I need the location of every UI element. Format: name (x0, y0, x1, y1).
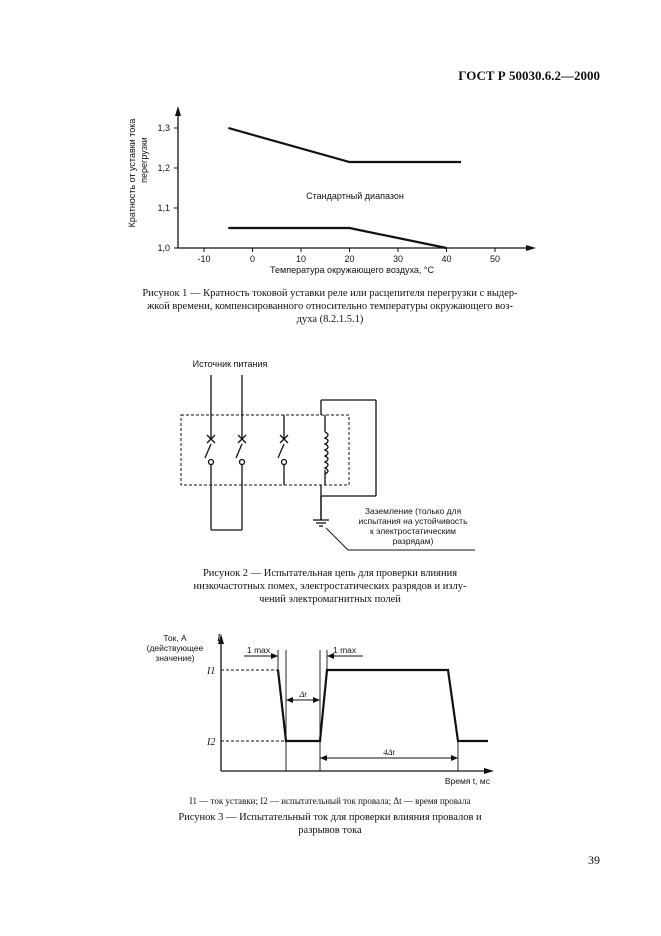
x-tick-label: 0 (250, 254, 255, 264)
x-tick-label: 50 (490, 254, 500, 264)
page-number: 39 (588, 853, 600, 867)
y-tick-label: 1,0 (157, 243, 170, 253)
x-tick-label: 40 (441, 254, 451, 264)
caption-line: жкой времени, компенсированного относите… (147, 301, 513, 312)
figure-2-caption: Рисунок 2 — Испытательная цепь для прове… (150, 567, 510, 606)
x-tick-label: 20 (344, 254, 354, 264)
figure-1-band-label: Стандартный диапазон (306, 191, 404, 201)
caption-line: низкочастотных помех, электростатических… (193, 581, 467, 592)
figure-1-y-axis-arrow (175, 106, 181, 116)
caption-line: Рисунок 1 — Кратность токовой уставки ре… (142, 288, 518, 299)
caption-line: чений электромагнитных полей (259, 594, 401, 605)
figure-1-caption: Рисунок 1 — Кратность токовой уставки ре… (110, 287, 550, 326)
x-tick-label: 30 (393, 254, 403, 264)
figure-1-x-axis-arrow (526, 245, 536, 251)
upper-limit-line (228, 126, 461, 164)
y-tick-label: 1,1 (157, 203, 170, 213)
caption-line: разрывов тока (298, 825, 362, 836)
figure-3-legend: I1 — ток уставки; I2 — испытательный ток… (189, 796, 471, 806)
x-tick-label: 10 (296, 254, 306, 264)
figure-1-xlabel: Температура окружающего воздуха, °С (270, 265, 434, 275)
caption-line: Рисунок 2 — Испытательная цепь для прове… (202, 568, 458, 579)
figure-1-ylabel: Кратность от уставки тока (127, 119, 137, 228)
document-code: ГОСТ Р 50030.6.2—2000 (458, 68, 600, 83)
caption-line: Рисунок 3 — Испытательный ток для провер… (178, 812, 482, 823)
x-tick-label: -10 (197, 254, 210, 264)
figure-3-caption: Рисунок 3 — Испытательный ток для провер… (110, 811, 550, 837)
y-tick-label: 1,2 (157, 163, 170, 173)
figure-1-ylabel-line2: перегрузки (139, 137, 149, 183)
y-tick-label: 1,3 (157, 123, 170, 133)
caption-line: духа (8.2.1.5.1) (296, 314, 364, 325)
lower-limit-line (228, 226, 447, 250)
